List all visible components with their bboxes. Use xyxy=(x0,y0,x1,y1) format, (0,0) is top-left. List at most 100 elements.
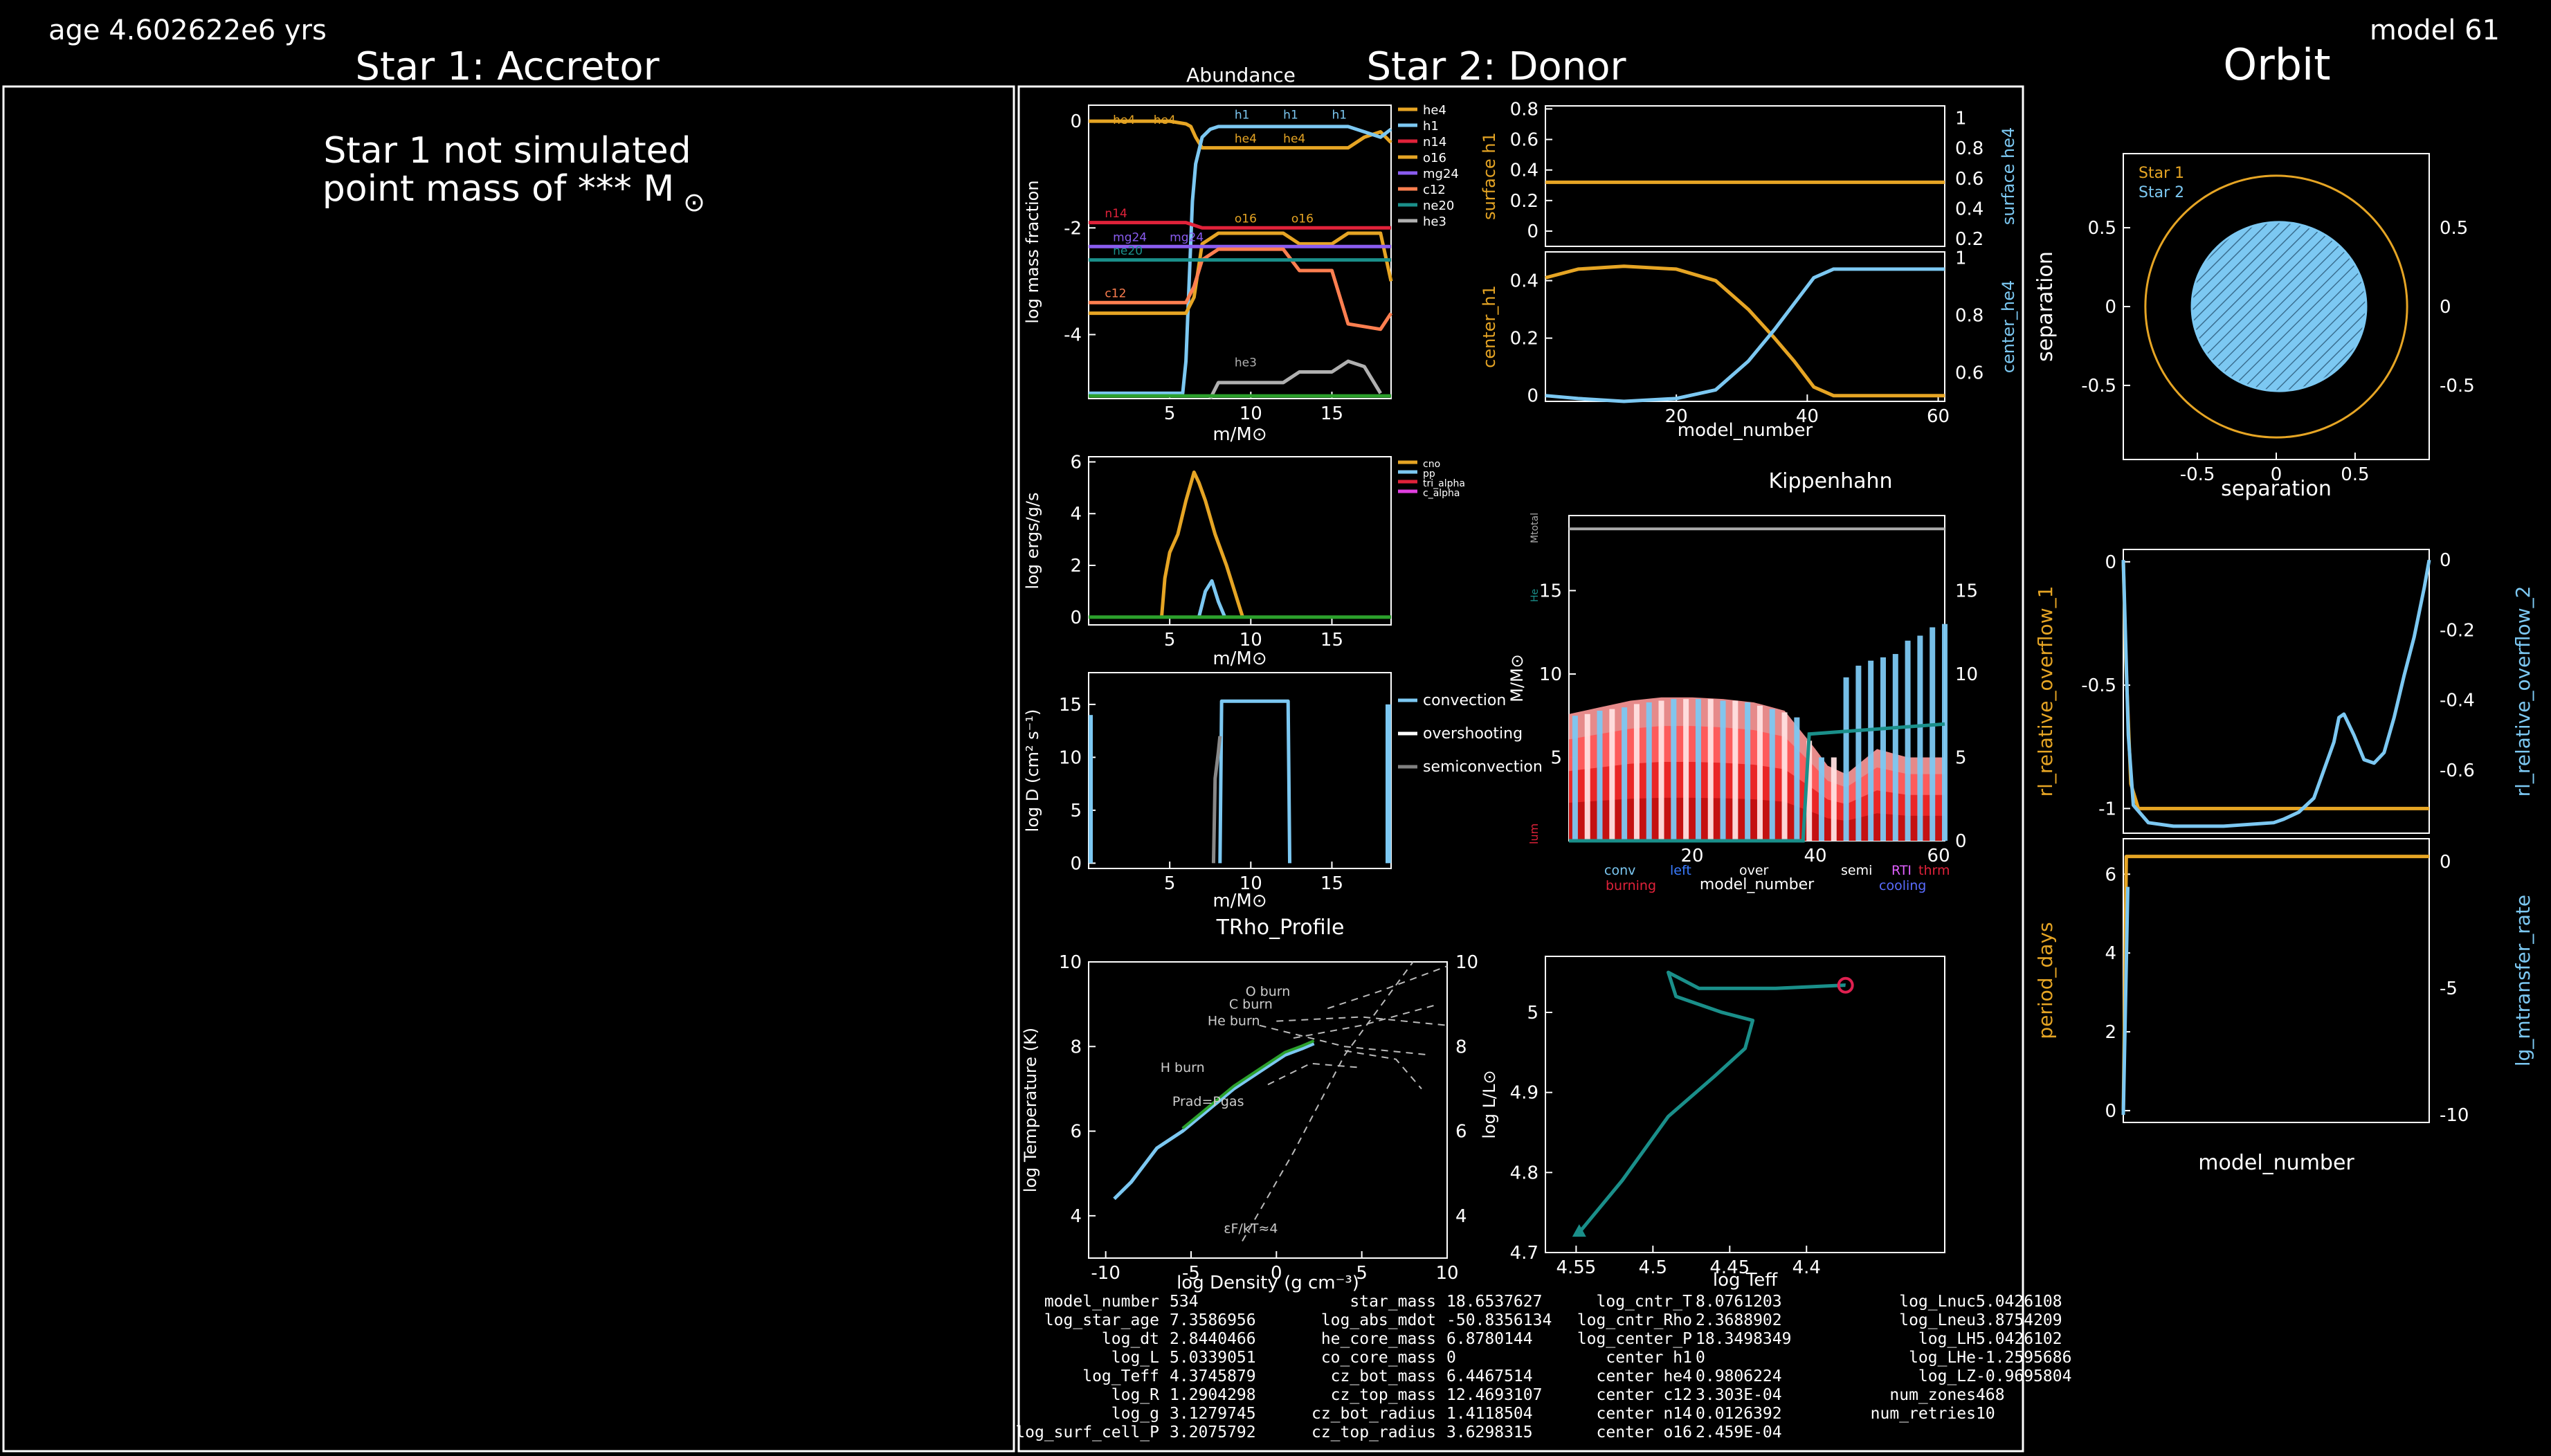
kipp-legend-row1: RTI xyxy=(1891,863,1912,878)
surface-y2tick-label: 0.4 xyxy=(1955,199,1983,219)
rl_overflow-ylabel: rl_relative_overflow_1 xyxy=(2034,586,2057,797)
kipp-title: Kippenhahn xyxy=(1769,469,1893,493)
abundance-series-tag: c12 xyxy=(1105,287,1126,301)
kipp-conv-bar xyxy=(1942,624,1948,841)
surface-y2tick-label: 0.2 xyxy=(1955,229,1983,250)
info-value: 18.6537627 xyxy=(1446,1293,1543,1311)
abundance-series-tag: o16 xyxy=(1291,212,1314,226)
mixing-chart: 5 10 15 0 5 10 15 m/M⊙ log D (cm² s⁻¹) convection… xyxy=(1023,672,1543,911)
trho-title: TRho_Profile xyxy=(1216,916,1345,940)
trho-xtick-label: 10 xyxy=(1435,1263,1458,1284)
period-ylabel: period_days xyxy=(2034,922,2057,1039)
kipp-conv-bar xyxy=(1695,699,1701,841)
period-ytick-label: 6 xyxy=(2105,864,2116,885)
rl_overflow-ytick-label: 0 xyxy=(2105,552,2116,573)
center-xtick-label: 60 xyxy=(1927,406,1950,427)
info-label: star_mass xyxy=(1350,1293,1436,1311)
orbit-title: Orbit xyxy=(2223,39,2330,90)
abundance-series-he3 xyxy=(1208,359,1382,400)
info-value: 0 xyxy=(1696,1349,1705,1367)
period-ytick-label: 0 xyxy=(2105,1101,2116,1122)
info-label: cz_top_mass xyxy=(1330,1386,1436,1404)
rl_overflow-frame xyxy=(2123,549,2430,834)
center-frame xyxy=(1545,251,1945,402)
abundance-legend-label: c12 xyxy=(1423,183,1446,197)
center-y2tick-label: 1 xyxy=(1955,248,1967,269)
surface-y2tick-label: 1 xyxy=(1955,108,1967,129)
info-value: 1.2904298 xyxy=(1170,1386,1256,1404)
info-value: 5.0339051 xyxy=(1170,1349,1256,1367)
info-value: 5.0426102 xyxy=(1976,1330,2062,1348)
power-frame xyxy=(1088,456,1392,626)
period-series-lg-mtransfer-rate xyxy=(2121,886,2130,1116)
abundance-series-h1 xyxy=(1089,125,1392,395)
center-ytick-label: 0.4 xyxy=(1510,271,1538,292)
power-legend-label: tri_alpha xyxy=(1423,478,1465,489)
kipp-conv-bar xyxy=(1905,640,1911,841)
trho-annotation: O burn xyxy=(1246,984,1291,999)
model-label: model 61 xyxy=(2370,15,2500,46)
surface-ytick-label: 0.8 xyxy=(1510,99,1538,120)
info-label: log_cntr_Rho xyxy=(1577,1311,1692,1329)
mixing-series-convection xyxy=(1218,699,1292,864)
mixing-xtick-label: 15 xyxy=(1320,873,1343,894)
surface-ylabel: surface h1 xyxy=(1480,132,1499,220)
abundance-series-he4 xyxy=(1089,119,1392,150)
info-value: 3.2075792 xyxy=(1170,1423,1256,1441)
kippenhahn-ylabel: M/M⊙ xyxy=(1507,654,1527,702)
trho-ytick2-label: 10 xyxy=(1455,952,1478,973)
center-series-center-h1 xyxy=(1545,264,1945,398)
info-table-row: model_number 534 star_mass 18.6537627 log_cn… xyxy=(1028,1293,2062,1311)
rl_overflow-ytick-label: -0.5 xyxy=(2081,675,2116,696)
hr-xlabel: log Teff xyxy=(1713,1270,1778,1291)
trho-annotation: He burn xyxy=(1208,1014,1260,1029)
abundance-series-n14 xyxy=(1089,221,1391,230)
abundance-series-o16 xyxy=(1089,231,1393,316)
period-y2label: lg_mtransfer_rate xyxy=(2512,895,2534,1066)
kipp-conv-bar xyxy=(1868,660,1874,841)
info-value: 8.0761203 xyxy=(1696,1293,1782,1311)
surface-chart: 0 0.2 0.4 0.6 0.8 0.2 0.4 0.6 0.8 1 surface h1 surf… xyxy=(1480,99,2018,250)
abundance-legend-label: mg24 xyxy=(1423,167,1459,181)
abundance-frame xyxy=(1088,104,1392,399)
mixing-ytick-label: 15 xyxy=(1059,695,1082,716)
info-label: log_LH xyxy=(1918,1330,1976,1348)
kipp-conv-bar xyxy=(1843,677,1849,841)
info-value: 3.1279745 xyxy=(1170,1405,1256,1423)
mixing-right-edge-conv xyxy=(1386,704,1391,864)
info-table-row: log_g 3.1279745 cz_bot_radius 1.4118504 cent… xyxy=(1028,1405,2031,1423)
period-ytick-label: 4 xyxy=(2105,943,2116,964)
kipp-conv-bar xyxy=(1658,700,1664,841)
orbit-y2tick-label: 0.5 xyxy=(2440,218,2468,239)
power-legend-label: cno xyxy=(1423,459,1440,470)
orbit-chart: -0.5 0 0.5 -0.5 0 0.5 -0.5 0 0.5 Star 1 Star 2 sepa… xyxy=(2033,153,2475,501)
abundance-series-tag: h1 xyxy=(1332,108,1347,122)
abundance-series-tag: ne20 xyxy=(1113,244,1143,258)
kipp-conv-bar xyxy=(1880,657,1886,841)
abundance-legend-label: ne20 xyxy=(1423,199,1454,213)
trho-dashed-line xyxy=(1327,965,1448,1010)
abundance-series-tag: mg24 xyxy=(1170,231,1204,245)
info-value: 6.8780144 xyxy=(1446,1330,1533,1348)
center-ytick-label: 0 xyxy=(1527,386,1538,407)
kipp-conv-bar xyxy=(1597,711,1603,841)
kipp-conv-bar xyxy=(1609,709,1615,841)
info-label: log_cntr_T xyxy=(1596,1293,1692,1311)
surface-ytick-label: 0 xyxy=(1527,221,1538,242)
center-ylabel: center_h1 xyxy=(1480,285,1499,368)
rl_overflow-y2label: rl_relative_overflow_2 xyxy=(2512,586,2534,797)
kipp-conv-bar xyxy=(1806,740,1813,841)
abundance-legend-label: he4 xyxy=(1423,103,1446,118)
sun-symbol-icon: ⊙ xyxy=(683,187,705,217)
power-ytick-label: 4 xyxy=(1070,504,1082,525)
trho-series-profile xyxy=(1113,1041,1315,1201)
info-label: model_number xyxy=(1044,1293,1159,1311)
kipp-conv-bar xyxy=(1646,702,1652,841)
info-label: log_abs_mdot xyxy=(1320,1311,1436,1329)
kipp-conv-bar xyxy=(1794,717,1800,841)
kipp-legend-row1: left xyxy=(1670,863,1691,878)
info-value: -0.9695804 xyxy=(1976,1367,2072,1385)
abundance-title: Abundance xyxy=(1186,64,1296,87)
